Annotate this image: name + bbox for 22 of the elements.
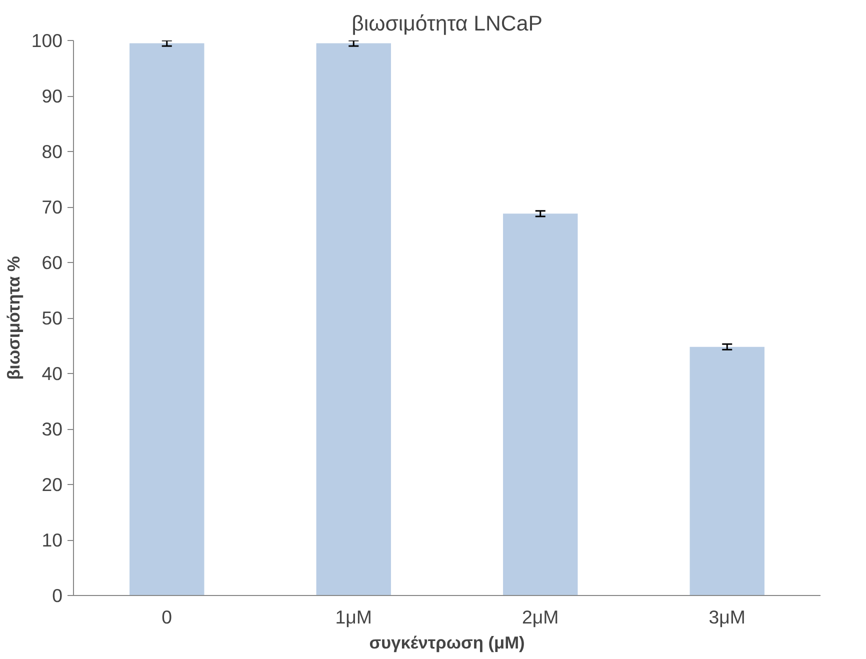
bar: [690, 346, 764, 596]
y-tick-label: 100: [31, 30, 63, 51]
y-tick-label: 10: [42, 530, 63, 550]
y-axis-title: βιωσιμότητα %: [3, 256, 24, 380]
bar: [130, 43, 204, 596]
bar: [316, 43, 391, 596]
y-tick-label: 50: [42, 308, 63, 328]
y-tick-label: 30: [42, 418, 63, 440]
y-tick-label: 60: [42, 252, 63, 273]
x-tick-label: 1μM: [335, 606, 372, 628]
y-tick-label: 40: [42, 363, 63, 384]
chart-title: βιωσιμότητα LNCaP: [352, 12, 542, 36]
y-tick-label: 0: [52, 585, 63, 606]
bar: [503, 214, 578, 596]
y-tick-label: 90: [42, 86, 63, 106]
x-tick-label: 0: [162, 606, 172, 628]
y-tick-label: 20: [42, 474, 63, 495]
x-axis-title: συγκέντρωση (μM): [369, 632, 525, 652]
x-tick-label: 2μM: [522, 606, 559, 628]
x-tick-label: 3μM: [708, 606, 746, 628]
y-tick-label: 80: [42, 141, 63, 162]
y-tick-label: 70: [42, 196, 63, 218]
